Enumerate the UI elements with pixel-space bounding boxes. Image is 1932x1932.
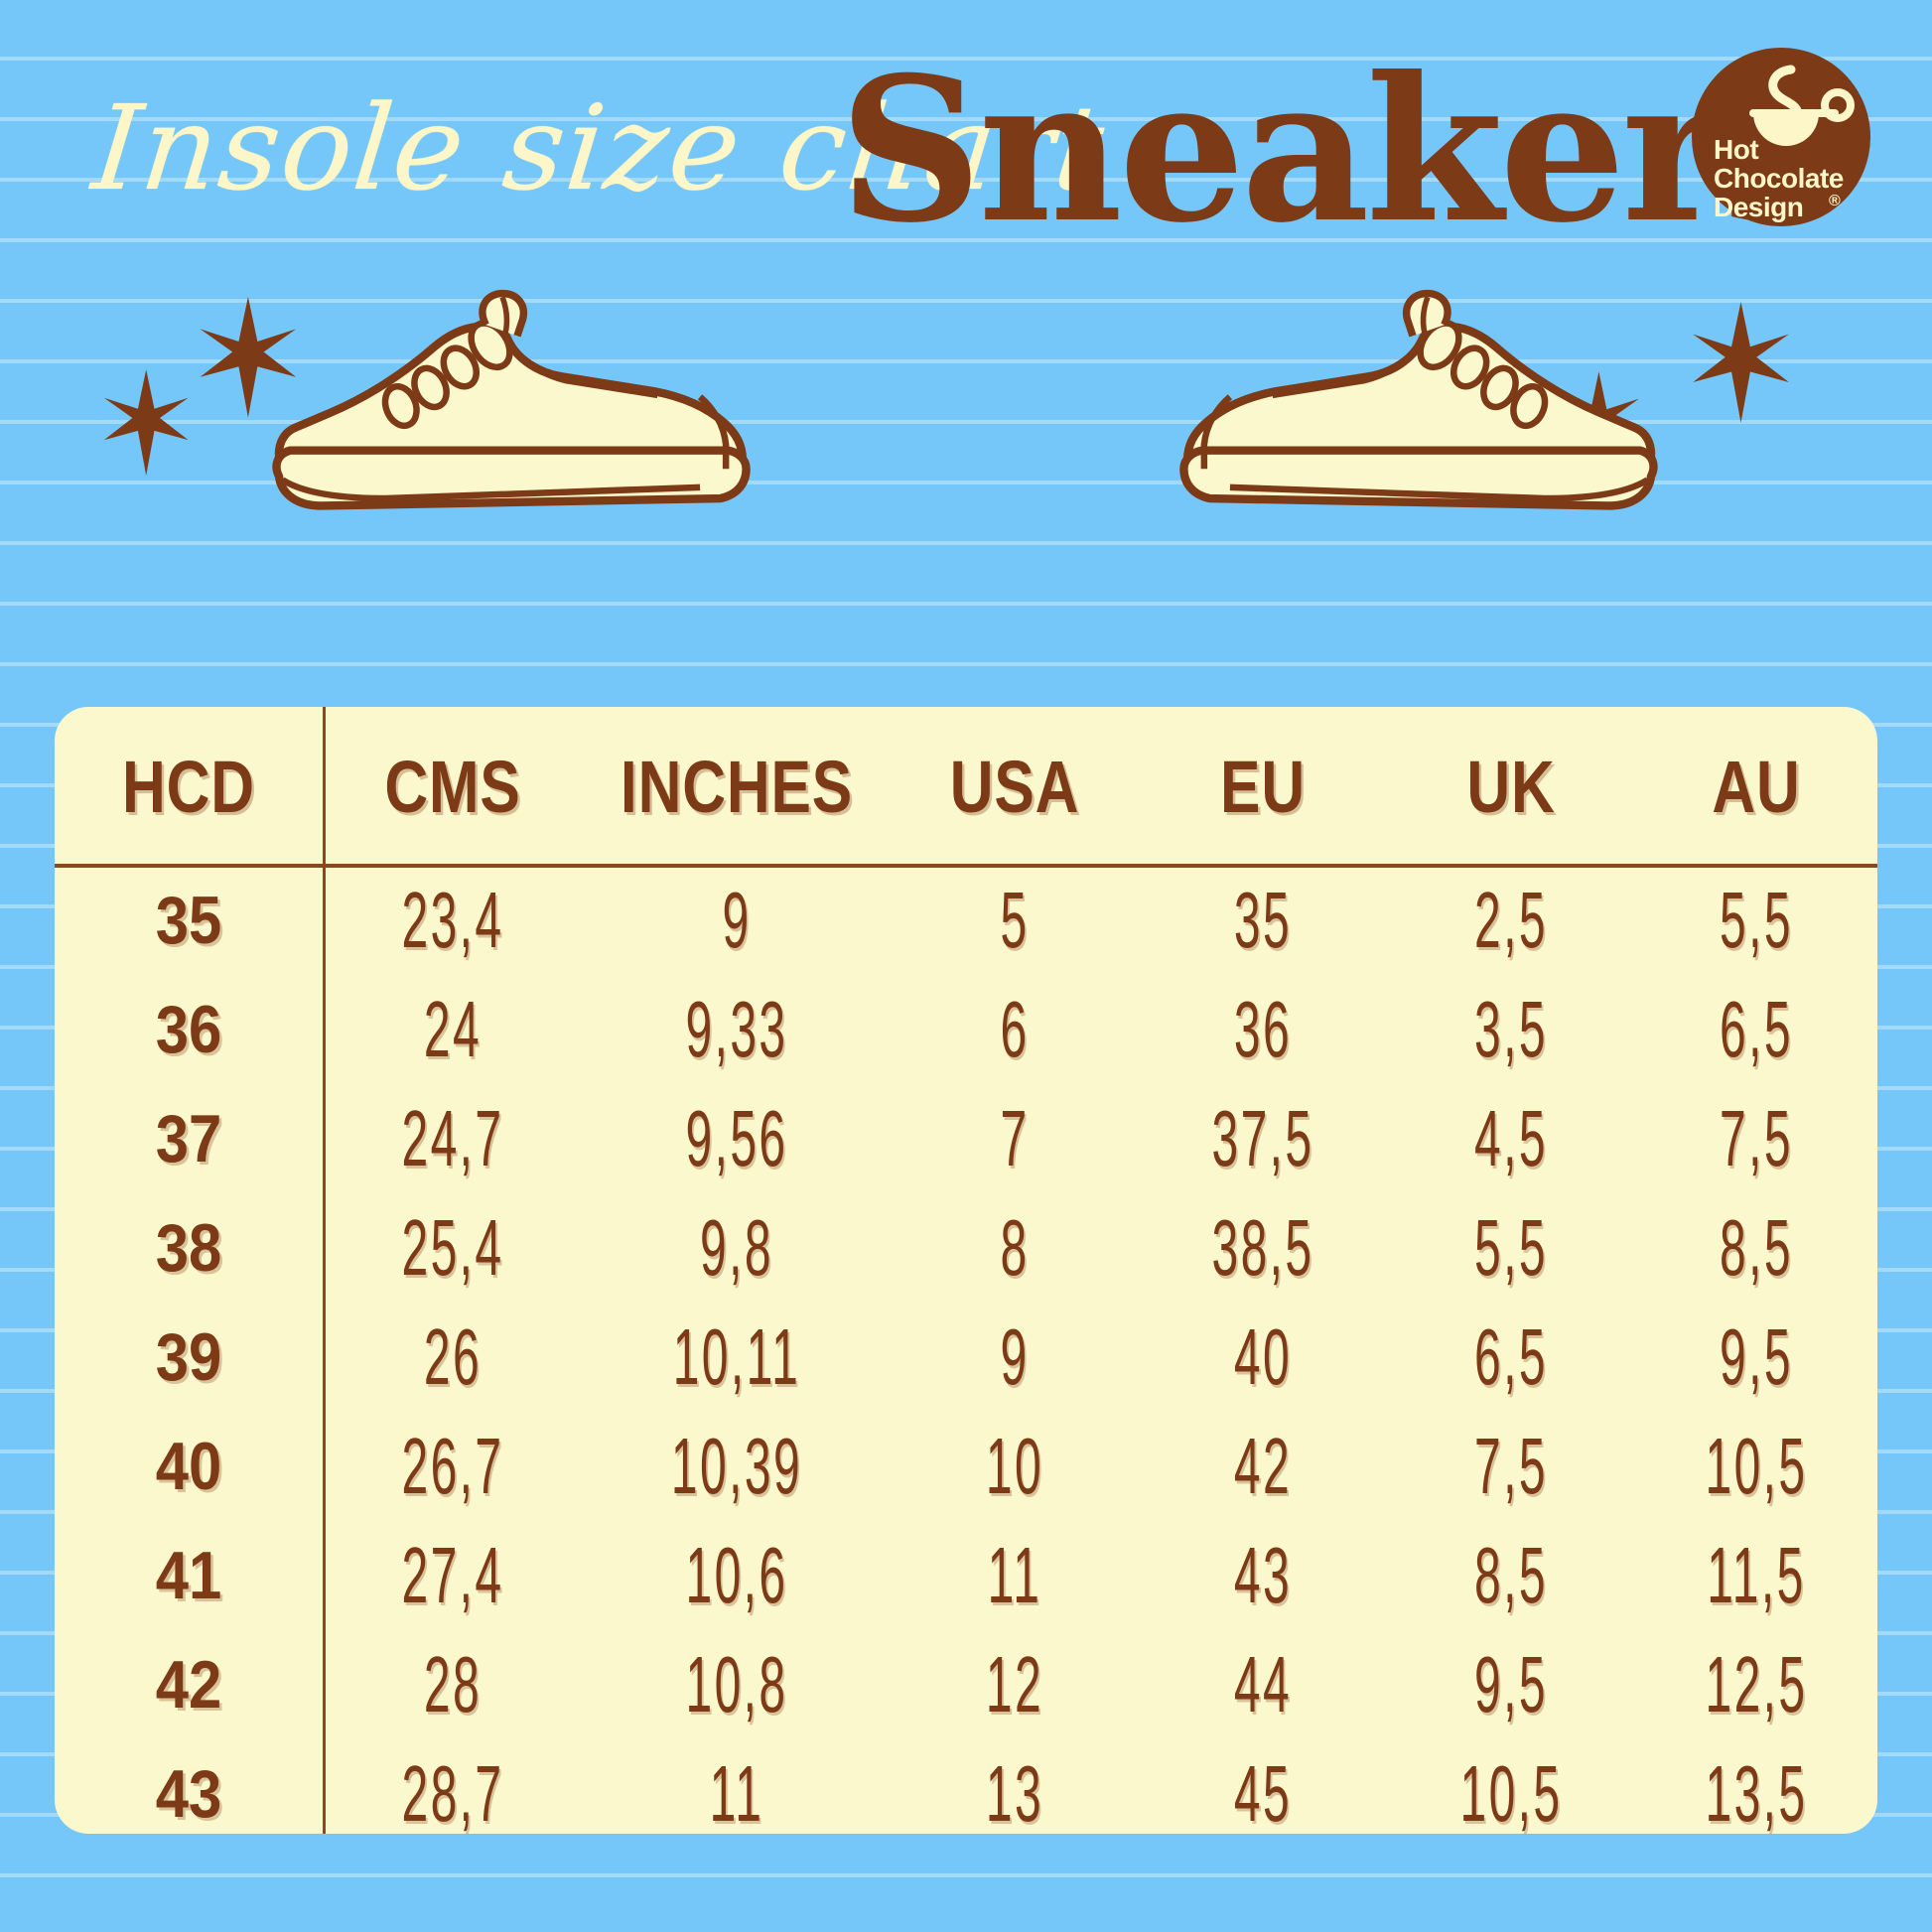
cell-usa: 9 (1000, 1312, 1030, 1401)
table-row: 38 25,4 9,8 8 38,5 5,5 8,5 (55, 1193, 1877, 1303)
cell-usa: 11 (987, 1531, 1042, 1619)
cell-inches: 9,8 (700, 1203, 773, 1292)
star-icon (103, 369, 189, 476)
cell-hcd: 35 (155, 883, 222, 958)
table-row: 40 26,7 10,39 10 42 7,5 10,5 (55, 1412, 1877, 1521)
cell-cms: 26,7 (401, 1422, 504, 1510)
cell-au: 13,5 (1705, 1749, 1808, 1838)
cell-uk: 9,5 (1474, 1640, 1548, 1728)
cell-au: 8,5 (1720, 1203, 1793, 1292)
logo-line-1: Hot (1714, 134, 1759, 165)
table-row: 42 28 10,8 12 44 9,5 12,5 (55, 1630, 1877, 1739)
logo-line-3: Design (1714, 192, 1804, 222)
cell-uk: 4,5 (1474, 1094, 1548, 1182)
cell-usa: 8 (1000, 1203, 1030, 1292)
table-row: 39 26 10,11 9 40 6,5 9,5 (55, 1303, 1877, 1412)
cell-usa: 6 (1000, 985, 1030, 1073)
table-row: 37 24,7 9,56 7 37,5 4,5 7,5 (55, 1084, 1877, 1193)
cell-hcd: 37 (155, 1101, 222, 1176)
column-divider (323, 707, 326, 1834)
cell-eu: 44 (1233, 1640, 1293, 1728)
sneaker-illustration (0, 258, 1932, 576)
cell-uk: 2,5 (1474, 876, 1548, 964)
brand-logo: Hot Chocolate Design ® (1692, 48, 1870, 226)
cell-uk: 3,5 (1474, 985, 1548, 1073)
cell-cms: 28 (423, 1640, 483, 1728)
star-icon (1693, 302, 1789, 423)
table-header-row: HCD CMS INCHES USA EU UK AU (55, 707, 1877, 866)
cell-cms: 24,7 (401, 1094, 504, 1182)
cell-au: 7,5 (1720, 1094, 1793, 1182)
cell-eu: 36 (1233, 985, 1293, 1073)
cell-cms: 28,7 (401, 1749, 504, 1838)
cell-uk: 8,5 (1474, 1531, 1548, 1619)
cell-usa: 10 (985, 1422, 1044, 1510)
cell-inches: 9 (722, 876, 752, 964)
cell-eu: 37,5 (1211, 1094, 1314, 1182)
cell-hcd: 39 (155, 1319, 222, 1395)
cell-eu: 42 (1233, 1422, 1293, 1510)
column-header-usa: USA (949, 745, 1080, 828)
cell-hcd: 42 (155, 1647, 222, 1723)
column-header-inches: INCHES (620, 745, 854, 828)
column-header-eu: EU (1220, 745, 1306, 828)
cell-au: 6,5 (1720, 985, 1793, 1073)
cell-au: 10,5 (1705, 1422, 1808, 1510)
page-title: Sneakers (839, 34, 1834, 267)
column-header-uk: UK (1466, 745, 1556, 828)
logo-line-2: Chocolate (1714, 163, 1844, 194)
table-row: 43 28,7 11 13 45 10,5 13,5 (55, 1739, 1877, 1849)
cell-uk: 5,5 (1474, 1203, 1548, 1292)
header-divider (55, 864, 1877, 868)
cell-usa: 12 (985, 1640, 1044, 1728)
column-header-au: AU (1712, 745, 1801, 828)
cell-au: 11,5 (1707, 1531, 1806, 1619)
cell-inches: 10,6 (685, 1531, 788, 1619)
cell-cms: 24 (423, 985, 483, 1073)
cell-eu: 35 (1233, 876, 1293, 964)
hot-chocolate-cup-icon (1749, 65, 1855, 146)
registered-mark: ® (1829, 193, 1841, 209)
cell-inches: 9,33 (685, 985, 788, 1073)
cell-hcd: 38 (155, 1210, 222, 1286)
cell-uk: 7,5 (1474, 1422, 1548, 1510)
cell-uk: 6,5 (1474, 1312, 1548, 1401)
cell-inches: 11 (709, 1749, 764, 1838)
cell-cms: 27,4 (401, 1531, 504, 1619)
cell-au: 12,5 (1705, 1640, 1808, 1728)
cell-usa: 13 (985, 1749, 1044, 1838)
cell-uk: 10,5 (1459, 1749, 1563, 1838)
table-row: 41 27,4 10,6 11 43 8,5 11,5 (55, 1521, 1877, 1630)
cell-usa: 7 (1000, 1094, 1030, 1182)
cell-cms: 25,4 (401, 1203, 504, 1292)
cell-usa: 5 (1000, 876, 1030, 964)
cell-eu: 43 (1233, 1531, 1293, 1619)
cell-hcd: 41 (155, 1538, 222, 1613)
cell-cms: 26 (423, 1312, 483, 1401)
cell-hcd: 43 (155, 1756, 222, 1832)
column-header-cms: CMS (384, 745, 521, 828)
cell-au: 5,5 (1720, 876, 1793, 964)
table-row: 36 24 9,33 6 36 3,5 6,5 (55, 975, 1877, 1084)
cell-inches: 9,56 (685, 1094, 788, 1182)
size-chart-panel: HCD CMS INCHES USA EU UK AU 35 23,4 9 5 … (55, 707, 1877, 1838)
cell-inches: 10,8 (685, 1640, 788, 1728)
cell-eu: 40 (1233, 1312, 1293, 1401)
sneaker-right-icon (1183, 294, 1653, 506)
cell-hcd: 40 (155, 1429, 222, 1504)
cell-cms: 23,4 (401, 876, 504, 964)
cell-eu: 45 (1233, 1749, 1293, 1838)
table-row: 35 23,4 9 5 35 2,5 5,5 (55, 866, 1877, 975)
cell-inches: 10,11 (672, 1312, 801, 1401)
page-header: Insole size chart Sneakers Hot Chocolate… (0, 0, 1932, 268)
sneaker-left-icon (277, 294, 747, 506)
size-chart-table: HCD CMS INCHES USA EU UK AU 35 23,4 9 5 … (55, 707, 1877, 1849)
cell-au: 9,5 (1720, 1312, 1793, 1401)
cell-hcd: 36 (155, 992, 222, 1067)
cell-eu: 38,5 (1211, 1203, 1314, 1292)
illustration-svg (103, 258, 1789, 576)
star-icon (200, 296, 297, 418)
cell-inches: 10,39 (670, 1422, 803, 1510)
column-header-hcd: HCD (122, 745, 255, 828)
